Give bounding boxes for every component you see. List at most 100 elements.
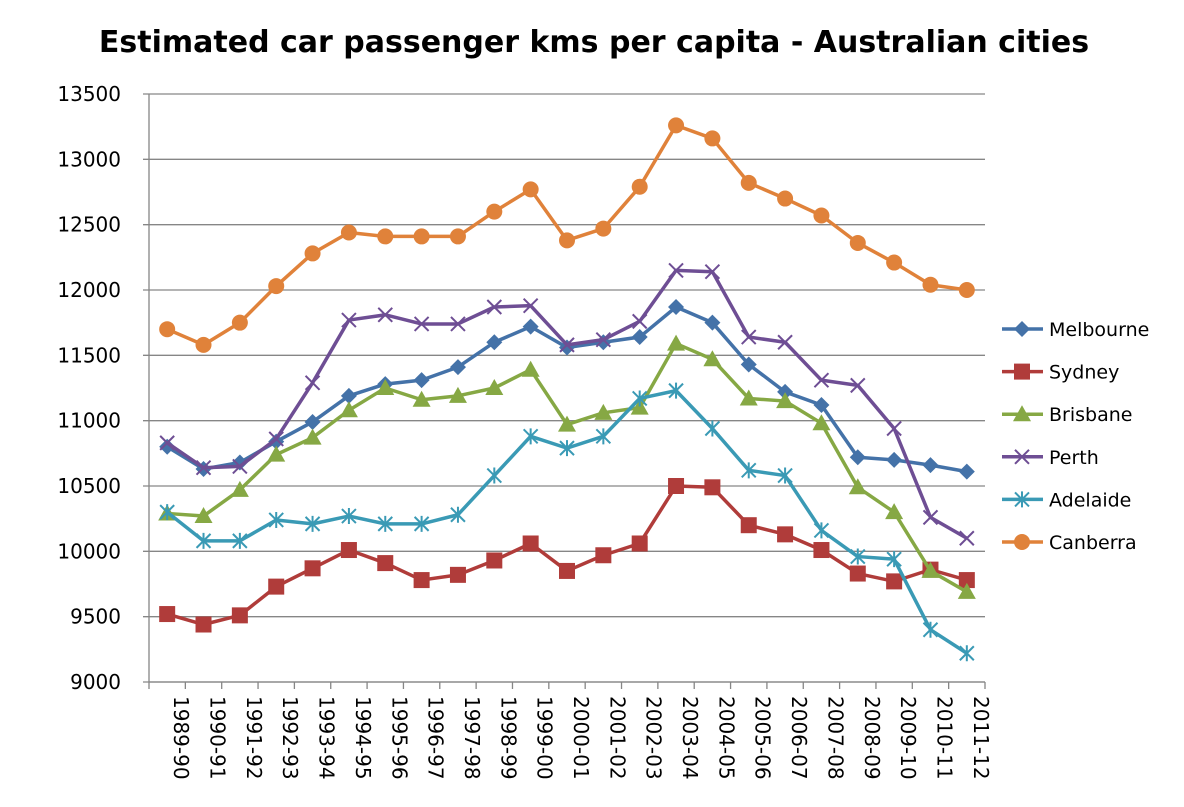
data-point bbox=[195, 459, 212, 476]
data-point bbox=[303, 428, 322, 445]
data-point bbox=[559, 562, 575, 579]
series-line bbox=[166, 268, 968, 540]
x-tick-label: 1990-91 bbox=[206, 696, 230, 780]
x-tick-label: 2006-07 bbox=[787, 696, 811, 780]
data-point bbox=[413, 372, 430, 389]
x-tick-label: 1991-92 bbox=[242, 696, 266, 780]
data-point bbox=[921, 561, 940, 578]
data-point bbox=[413, 572, 430, 589]
data-point bbox=[777, 467, 793, 484]
data-point bbox=[777, 334, 793, 350]
x-tick-label: 1995-96 bbox=[387, 696, 411, 780]
data-point bbox=[886, 573, 903, 590]
data-point bbox=[341, 508, 357, 525]
data-point bbox=[885, 503, 904, 520]
data-point bbox=[740, 517, 757, 534]
y-tick-label: 11000 bbox=[57, 409, 121, 433]
data-point bbox=[958, 282, 975, 298]
data-point bbox=[448, 386, 467, 403]
y-tick-label: 11500 bbox=[57, 343, 121, 367]
data-point bbox=[341, 312, 357, 328]
series-brisbane bbox=[158, 334, 976, 599]
data-point bbox=[741, 462, 757, 479]
legend-item-perth: Perth bbox=[1002, 447, 1099, 469]
data-point bbox=[886, 551, 902, 568]
legend-marker bbox=[1014, 449, 1030, 465]
data-point bbox=[521, 360, 540, 377]
data-point bbox=[268, 433, 285, 450]
data-point bbox=[159, 438, 176, 455]
legend-label: Perth bbox=[1049, 447, 1099, 469]
data-point bbox=[268, 278, 285, 295]
data-point bbox=[740, 356, 757, 373]
legend-item-adelaide: Adelaide bbox=[1002, 489, 1131, 511]
legend-label: Melbourne bbox=[1049, 319, 1149, 341]
data-point bbox=[741, 329, 757, 345]
y-axis-tick-labels: 9000 9500 10000 10500 11000 11500 12000 12500 13… bbox=[57, 82, 121, 694]
data-point bbox=[159, 606, 176, 623]
x-axis: 1989-90 1990-91 1991-92 1992-93 1993-94 1994-… bbox=[148, 94, 993, 780]
y-tick-label: 10000 bbox=[57, 539, 121, 563]
data-point bbox=[595, 220, 612, 237]
data-point bbox=[922, 621, 939, 638]
data-point bbox=[522, 318, 539, 335]
data-point bbox=[849, 565, 866, 582]
x-tick-label: 2002-03 bbox=[642, 696, 666, 780]
data-point bbox=[922, 509, 939, 526]
x-tick-label: 1993-94 bbox=[315, 696, 339, 780]
legend-marker bbox=[1014, 321, 1030, 337]
data-point bbox=[813, 372, 830, 388]
data-point bbox=[230, 480, 249, 497]
data-point bbox=[594, 403, 613, 420]
data-point bbox=[413, 228, 430, 245]
data-point bbox=[813, 542, 830, 559]
data-point bbox=[377, 555, 394, 572]
data-point bbox=[159, 435, 175, 451]
data-point bbox=[959, 645, 975, 662]
data-point bbox=[304, 560, 321, 577]
data-point bbox=[449, 566, 466, 583]
data-point bbox=[377, 228, 394, 245]
data-point bbox=[849, 234, 866, 251]
data-point bbox=[668, 382, 684, 399]
data-point bbox=[304, 515, 321, 532]
series-line bbox=[167, 341, 968, 594]
y-tick-label: 12500 bbox=[57, 213, 121, 237]
data-point bbox=[377, 307, 393, 323]
x-tick-label: 2004-05 bbox=[714, 696, 738, 780]
data-point bbox=[886, 254, 903, 271]
data-point bbox=[704, 263, 721, 280]
legend-marker bbox=[1014, 534, 1030, 550]
data-point bbox=[631, 313, 648, 330]
data-point bbox=[704, 479, 721, 496]
data-point bbox=[886, 451, 903, 468]
data-point bbox=[813, 396, 830, 413]
series-canberra bbox=[159, 117, 975, 353]
data-point bbox=[413, 316, 430, 332]
data-point bbox=[522, 181, 539, 198]
data-point bbox=[668, 262, 684, 279]
x-tick-label: 1994-95 bbox=[351, 696, 375, 780]
data-point bbox=[268, 578, 285, 595]
x-tick-label: 2005-06 bbox=[751, 696, 775, 780]
data-point bbox=[413, 515, 430, 532]
x-tick-label: 2008-09 bbox=[860, 696, 884, 780]
data-point bbox=[957, 582, 976, 599]
y-tick-label: 10500 bbox=[57, 474, 121, 498]
data-point bbox=[813, 207, 830, 224]
chart-title: Estimated car passenger kms per capita -… bbox=[99, 25, 1089, 60]
x-tick-label: 1992-93 bbox=[278, 696, 302, 780]
legend-label: Brisbane bbox=[1049, 404, 1132, 426]
data-point bbox=[668, 478, 685, 494]
legend-item-canberra: Canberra bbox=[1002, 532, 1137, 554]
data-point bbox=[304, 375, 321, 391]
data-point bbox=[559, 440, 575, 457]
data-point bbox=[486, 467, 503, 484]
x-tick-label: 2003-04 bbox=[678, 696, 702, 780]
y-tick-label: 13500 bbox=[57, 82, 121, 106]
data-point bbox=[704, 130, 721, 147]
legend-item-brisbane: Brisbane bbox=[1002, 404, 1132, 426]
data-point bbox=[340, 387, 357, 404]
x-tick-label: 2009-10 bbox=[896, 696, 920, 780]
